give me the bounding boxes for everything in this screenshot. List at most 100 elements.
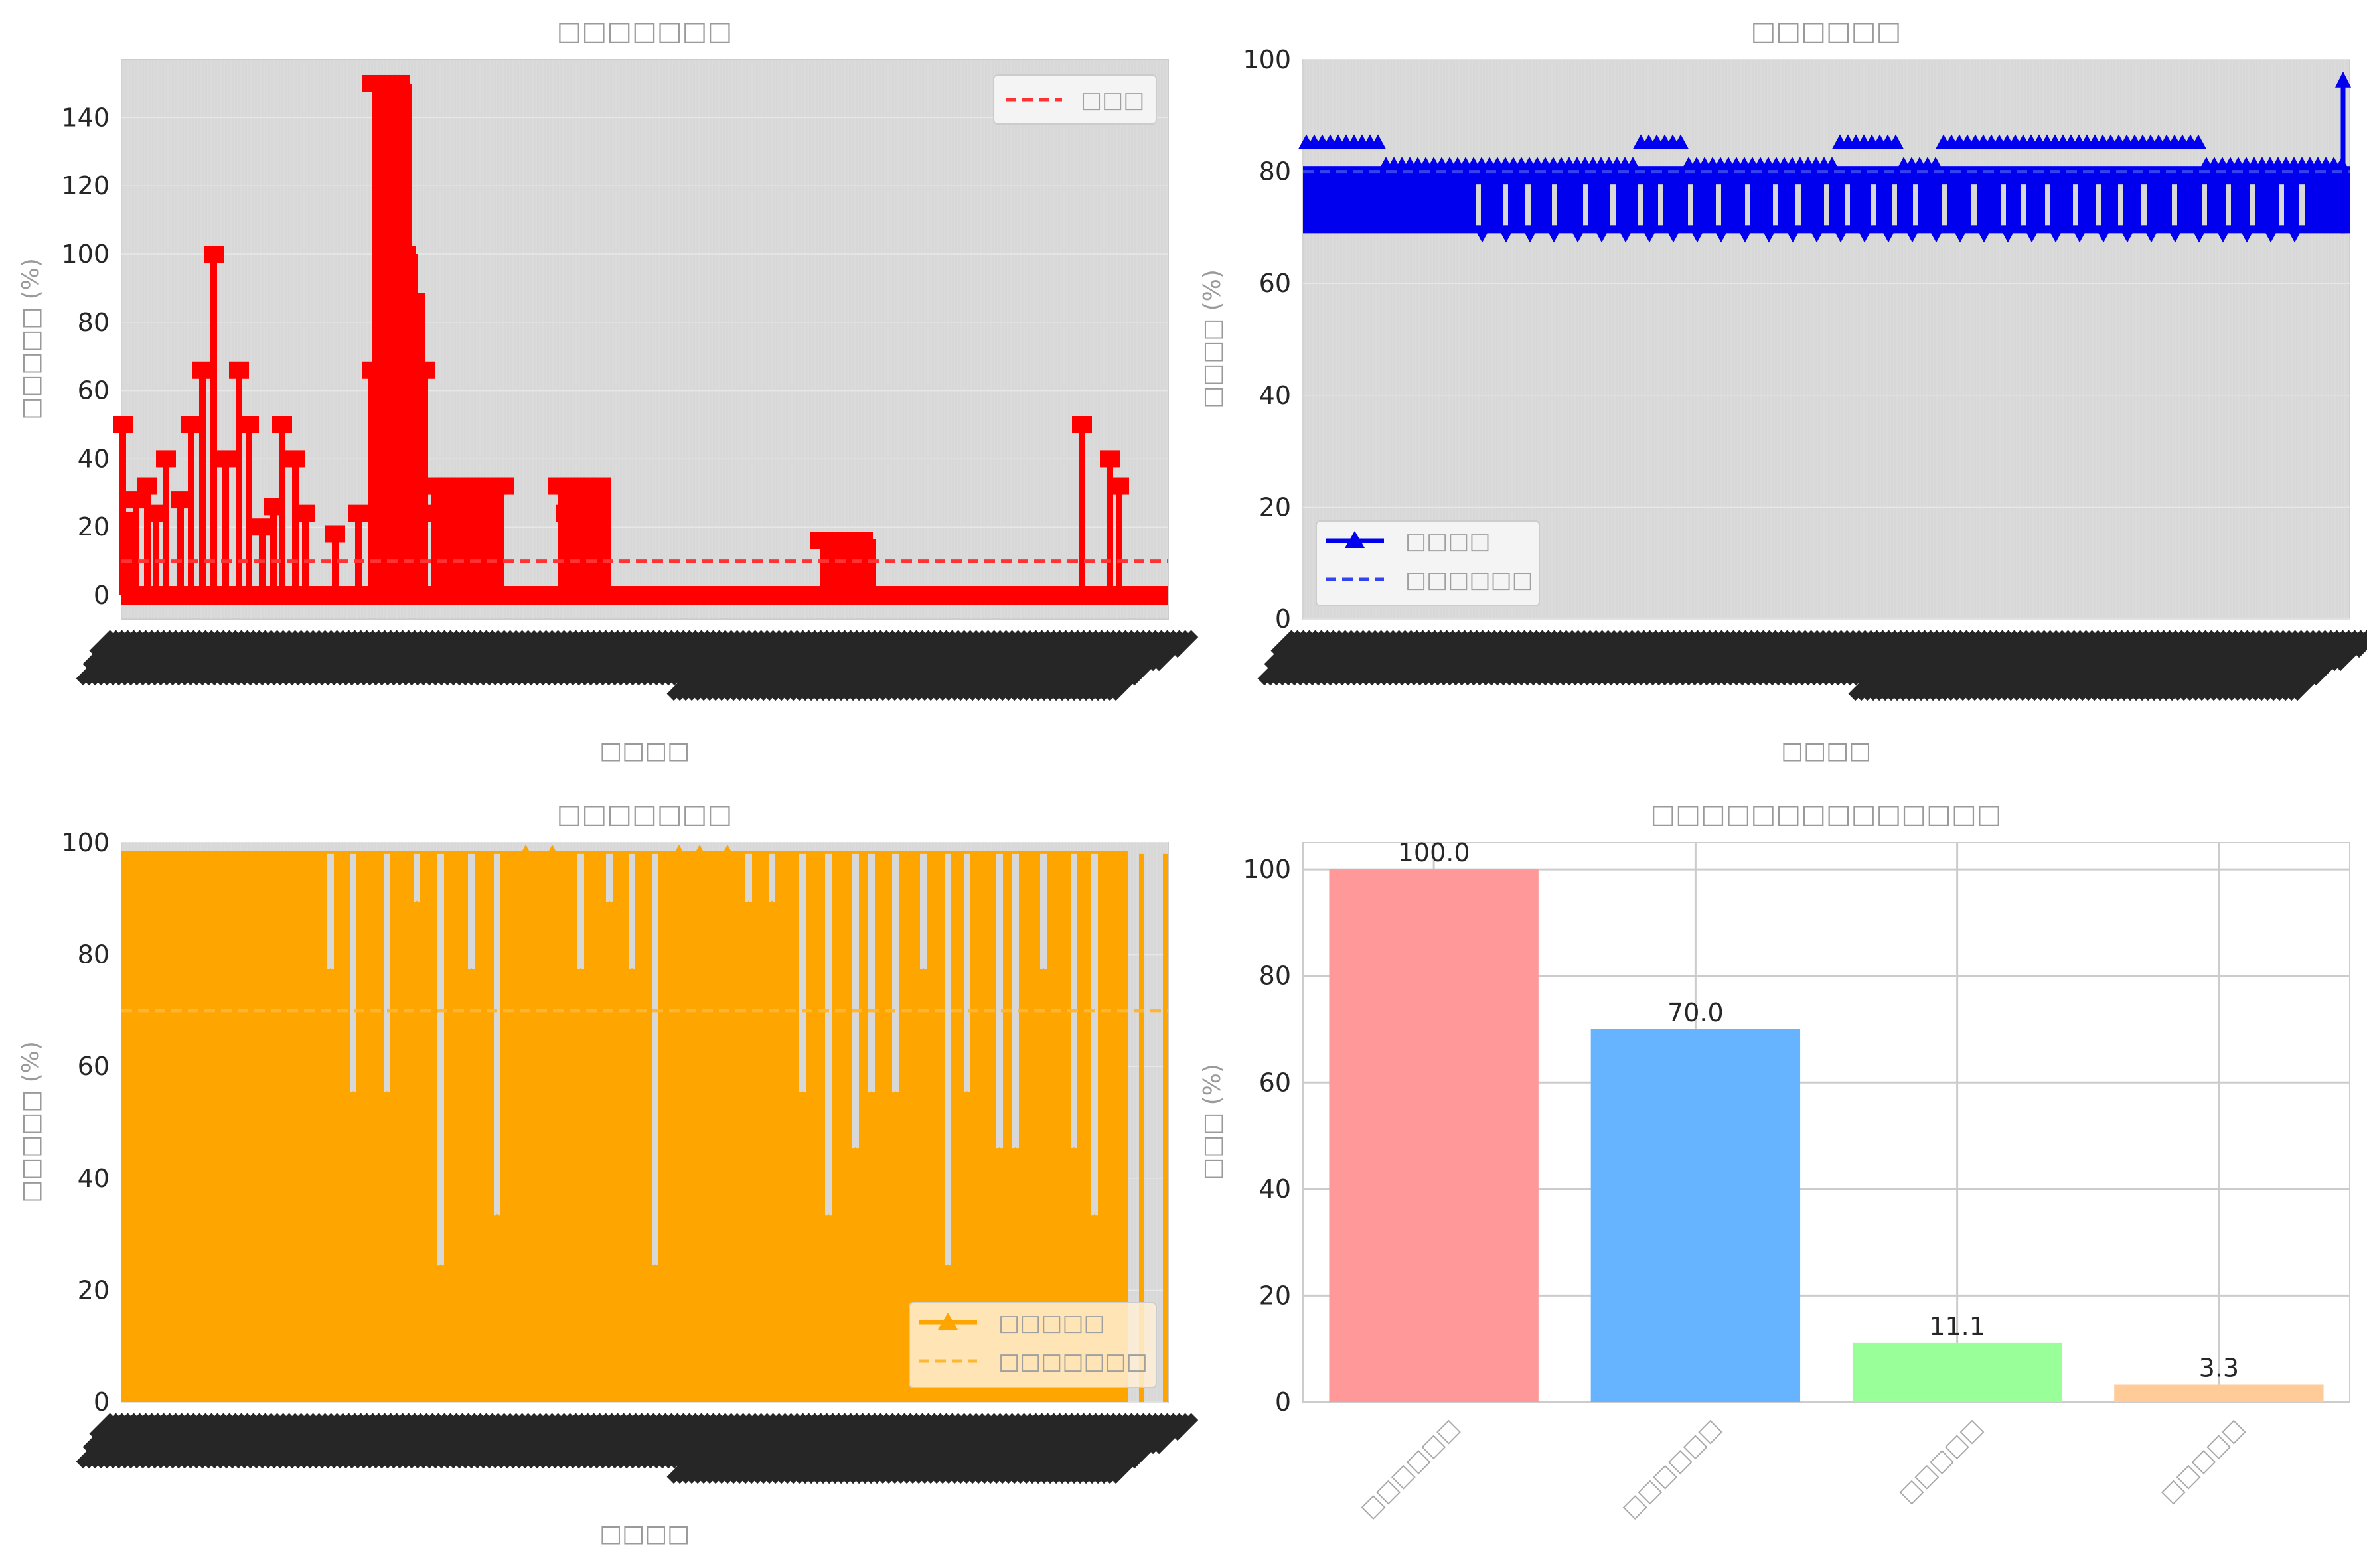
series-marker — [992, 1147, 1008, 1162]
x-tick-label — [1152, 1426, 1180, 1455]
series-gap — [1071, 853, 1077, 1149]
panel-4-y-label: □□□ (%) — [1199, 1064, 1226, 1180]
series-marker — [171, 491, 191, 509]
panel-1-title: □□□□□□□ — [557, 16, 733, 46]
panel-3-y-label: □□□□□ (%) — [17, 1041, 44, 1203]
series-gap — [1871, 184, 1876, 226]
series-marker — [1761, 228, 1777, 243]
y-tick-label: 20 — [78, 1275, 110, 1305]
y-tick-label: 0 — [94, 581, 110, 610]
series-marker — [409, 900, 425, 916]
series-marker — [1546, 228, 1562, 243]
panel-2-series — [1298, 71, 2351, 243]
panel-3: 0 20 40 60 80 100 □□□□□□□ □□□□ □□□□□ (%) □□□□… — [17, 799, 1199, 1547]
series-marker — [592, 477, 611, 495]
series-marker — [2096, 228, 2111, 243]
series-marker — [204, 245, 224, 263]
series-marker — [252, 518, 272, 536]
series-gap — [1012, 853, 1019, 1149]
series-gap — [1942, 184, 1947, 226]
y-tick-label: 60 — [78, 376, 110, 405]
series-marker — [295, 504, 315, 522]
series-gap — [468, 853, 475, 969]
y-tick-label: 0 — [1275, 605, 1291, 634]
series-gap — [1658, 184, 1663, 226]
y-tick-label: 80 — [78, 940, 110, 969]
series-gap — [1745, 184, 1750, 226]
series-marker — [1370, 134, 1386, 149]
series-marker — [1072, 416, 1092, 434]
series-gap — [745, 853, 752, 902]
panel-4-title: □□□□□□□□□□□□□□ — [1650, 799, 2001, 829]
series-marker — [1880, 228, 1896, 243]
series-gap — [2021, 184, 2026, 226]
series-marker — [1673, 134, 1689, 149]
panel-1-x-tick-labels — [76, 630, 1199, 701]
series-gap — [494, 853, 500, 1216]
panel-1-series — [113, 74, 1168, 605]
series-gap — [437, 853, 444, 1266]
y-tick-label: 100 — [61, 240, 110, 269]
bar — [1852, 1342, 2062, 1402]
y-tick-label: 40 — [78, 444, 110, 473]
x-tick-label: □□□□□ — [1894, 1414, 1988, 1508]
bar — [2114, 1384, 2324, 1402]
series-marker — [1665, 228, 1681, 243]
series-gap — [1971, 184, 1977, 226]
panel-1-y-ticks: 0 20 40 60 80 100 120 140 — [61, 103, 110, 610]
series-gap — [327, 853, 334, 969]
series-dense-block — [398, 301, 425, 596]
panel-2-y-label: □□□□ (%) — [1199, 269, 1226, 409]
series-marker — [1857, 228, 1872, 243]
series-marker — [2024, 228, 2040, 243]
series-marker — [1594, 228, 1610, 243]
series-gap — [799, 853, 806, 1092]
panel-2-legend-label-1: □□□□ — [1405, 528, 1491, 555]
series-gap — [868, 853, 875, 1092]
series-marker — [1035, 967, 1051, 983]
series-gap — [1716, 184, 1721, 226]
panel-1: 0 20 40 60 80 100 120 140 □□□□□□□ □□□□ □□□□□ (%… — [17, 16, 1199, 764]
x-tick-label — [1108, 1456, 1137, 1484]
panel-3-x-tick-labels — [76, 1413, 1199, 1484]
series-marker — [1642, 228, 1657, 243]
series-marker — [2119, 228, 2135, 243]
series-marker — [1625, 157, 1641, 172]
panel-2-legend-label-2: □□□□□□ — [1405, 567, 1533, 593]
series-gap — [2045, 184, 2050, 226]
series-marker — [518, 844, 534, 859]
y-tick-label: 120 — [61, 171, 110, 200]
bar-value-label: 100.0 — [1398, 838, 1470, 867]
series-gap — [1913, 184, 1918, 226]
panel-3-legend-marker-1 — [938, 1313, 958, 1330]
series-marker — [433, 1264, 449, 1279]
series-gap — [1552, 184, 1557, 226]
series-marker — [397, 245, 416, 263]
series-marker — [2335, 71, 2351, 88]
series-gap — [920, 853, 927, 969]
series-marker — [392, 74, 410, 92]
y-tick-label: 0 — [94, 1388, 110, 1417]
series-marker — [1809, 228, 1825, 243]
series-marker — [404, 293, 422, 311]
series-gap — [2118, 184, 2123, 226]
series-gap — [2226, 184, 2231, 226]
panel-3-title: □□□□□□□ — [557, 799, 733, 829]
series-marker — [573, 967, 589, 983]
series-marker — [495, 477, 514, 495]
series-gap — [1892, 184, 1897, 226]
y-tick-label: 100 — [1243, 45, 1291, 74]
series-marker — [2190, 134, 2206, 149]
panel-2-x-tick-labels — [1257, 630, 2367, 701]
series-gap — [2073, 184, 2078, 226]
x-tick-label — [2333, 643, 2362, 672]
series-marker — [1888, 134, 1904, 149]
series-gap — [414, 853, 420, 902]
series-marker — [272, 416, 292, 434]
series-marker — [348, 504, 368, 522]
series-marker — [1928, 228, 1944, 243]
y-tick-label: 60 — [1259, 1068, 1291, 1097]
y-tick-label: 20 — [1259, 492, 1291, 522]
panel-3-y-ticks: 0 20 40 60 80 100 — [61, 828, 110, 1417]
